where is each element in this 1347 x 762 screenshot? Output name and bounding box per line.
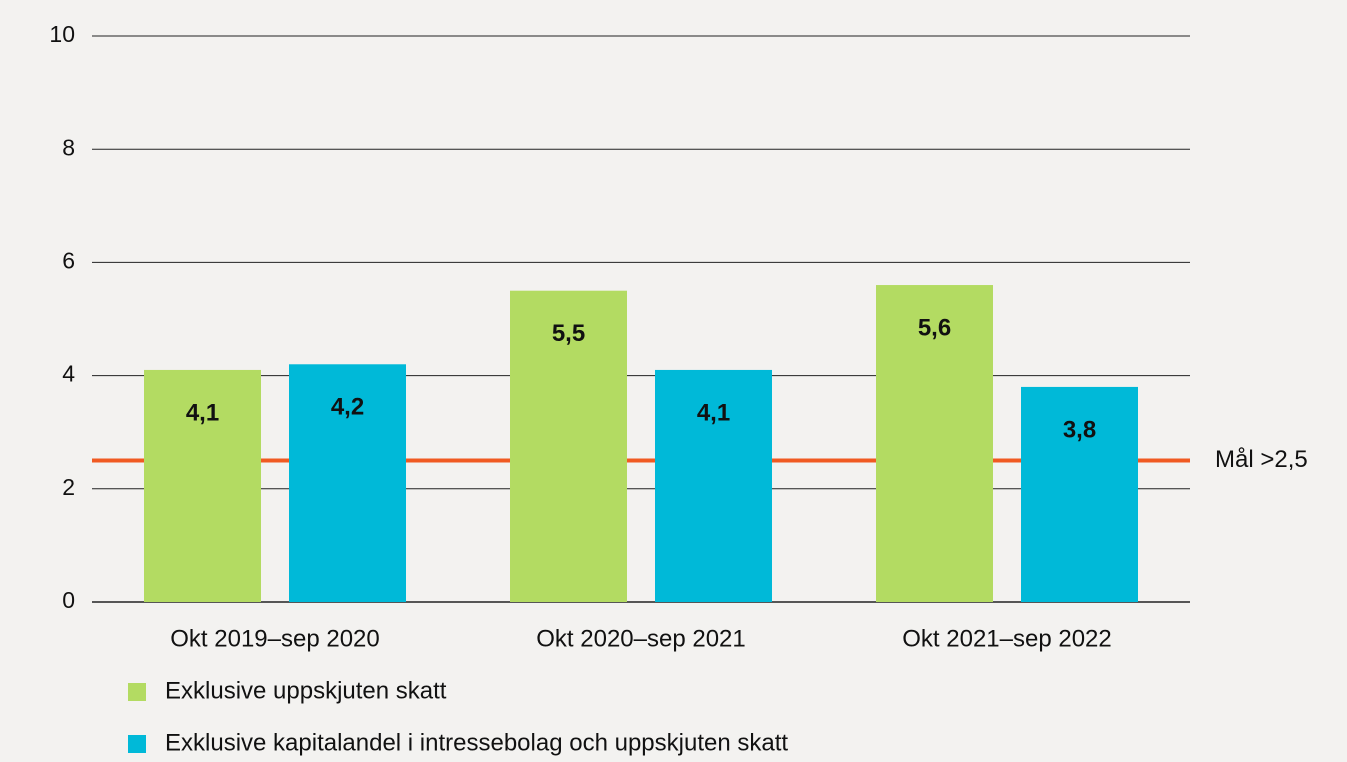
reference-label: Mål >2,5 bbox=[1215, 446, 1308, 473]
legend-swatch bbox=[128, 683, 146, 701]
x-tick-label: Okt 2019–sep 2020 bbox=[170, 625, 380, 652]
legend-label: Exklusive kapitalandel i intressebolag o… bbox=[165, 729, 788, 756]
y-tick-label: 4 bbox=[62, 361, 75, 387]
bar bbox=[876, 285, 993, 602]
value-label: 3,8 bbox=[1063, 416, 1096, 443]
y-tick-label: 8 bbox=[62, 134, 75, 160]
y-tick-label: 0 bbox=[62, 587, 75, 613]
x-tick-label: Okt 2021–sep 2022 bbox=[902, 625, 1112, 652]
legend-swatch bbox=[128, 735, 146, 753]
y-tick-label: 10 bbox=[49, 21, 75, 47]
value-label: 5,5 bbox=[552, 320, 585, 347]
x-tick-label: Okt 2020–sep 2021 bbox=[536, 625, 746, 652]
bar bbox=[144, 369, 261, 602]
y-tick-label: 6 bbox=[62, 247, 75, 273]
y-tick-label: 2 bbox=[62, 474, 75, 500]
bar bbox=[510, 290, 627, 602]
bar bbox=[655, 369, 772, 602]
bar bbox=[289, 364, 406, 602]
value-label: 5,6 bbox=[918, 314, 951, 341]
value-label: 4,1 bbox=[186, 399, 219, 426]
bar bbox=[1021, 386, 1138, 602]
value-label: 4,2 bbox=[331, 394, 364, 421]
value-label: 4,1 bbox=[697, 399, 730, 426]
legend-label: Exklusive uppskjuten skatt bbox=[165, 677, 447, 704]
